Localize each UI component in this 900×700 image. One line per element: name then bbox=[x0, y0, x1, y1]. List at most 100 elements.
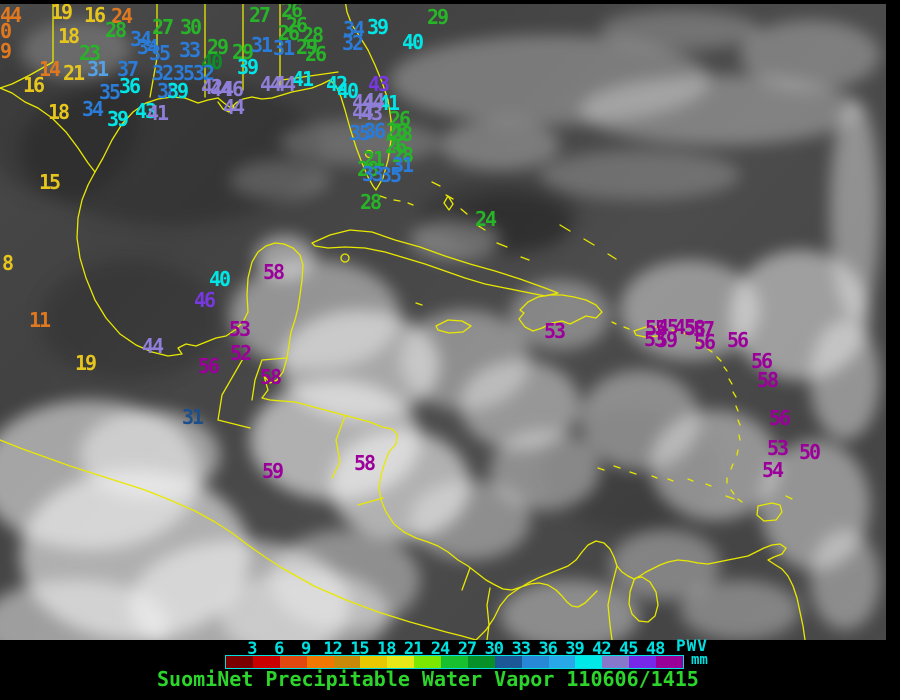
station-pwv-value: 31 bbox=[87, 57, 109, 81]
station-pwv-value: 59 bbox=[656, 328, 678, 352]
station-pwv-value: 43 bbox=[368, 72, 390, 96]
station-pwv-value: 29 bbox=[296, 35, 318, 59]
station-pwv-value: 30 bbox=[180, 15, 202, 39]
bottom-border bbox=[0, 640, 900, 700]
cloud-blob bbox=[730, 250, 870, 380]
station-pwv-value: 56 bbox=[769, 406, 791, 430]
station-pwv-value: 53 bbox=[544, 319, 566, 343]
station-pwv-value: 35 bbox=[99, 80, 121, 104]
station-pwv-value: 40 bbox=[201, 50, 223, 74]
station-pwv-value: 52 bbox=[230, 341, 252, 365]
caption: SuomiNet Precipitable Water Vapor 110606… bbox=[157, 667, 699, 691]
station-pwv-value: 26 bbox=[286, 13, 308, 37]
station-pwv-value: 31 bbox=[273, 36, 295, 60]
colorbar-tick-label: 42 bbox=[592, 639, 612, 659]
station-pwv-value: 44 bbox=[363, 89, 385, 113]
station-pwv-value: 26 bbox=[278, 21, 300, 45]
station-pwv-value: 42 bbox=[326, 72, 348, 96]
station-pwv-value: 40 bbox=[337, 79, 359, 103]
station-pwv-value: 35 bbox=[349, 121, 371, 145]
station-pwv-value: 36 bbox=[364, 119, 386, 143]
cloud-blob bbox=[680, 580, 800, 640]
station-pwv-value: 53 bbox=[767, 436, 789, 460]
station-pwv-value: 31 bbox=[251, 33, 273, 57]
cloud-blob bbox=[490, 430, 600, 510]
station-pwv-value: 31 bbox=[182, 405, 204, 429]
station-pwv-value: 41 bbox=[147, 101, 169, 125]
cloud-blob bbox=[460, 360, 580, 450]
colorbar-segment bbox=[252, 656, 280, 668]
station-pwv-value: 34 bbox=[343, 17, 365, 41]
station-pwv-value: 35 bbox=[149, 41, 171, 65]
station-pwv-value: 45 bbox=[657, 315, 679, 339]
station-pwv-value: 43 bbox=[135, 99, 157, 123]
station-pwv-value: 8 bbox=[2, 251, 14, 275]
station-pwv-value: 54 bbox=[762, 458, 784, 482]
station-pwv-value: 40 bbox=[209, 267, 231, 291]
colorbar bbox=[225, 655, 684, 669]
station-pwv-value: 37 bbox=[117, 57, 139, 81]
station-pwv-value: 50 bbox=[799, 440, 821, 464]
dark-ocean-patch bbox=[540, 410, 720, 530]
station-pwv-value: 43 bbox=[361, 101, 383, 125]
colorbar-segment bbox=[226, 656, 253, 668]
station-pwv-value: 34 bbox=[82, 97, 104, 121]
station-pwv-value: 18 bbox=[58, 24, 80, 48]
station-pwv-value: 34 bbox=[130, 27, 152, 51]
station-pwv-value: 53 bbox=[644, 327, 666, 351]
station-pwv-value: 58 bbox=[260, 365, 282, 389]
right-border bbox=[886, 0, 900, 700]
station-pwv-value: 24 bbox=[111, 4, 133, 28]
station-pwv-value: 26 bbox=[281, 0, 303, 22]
station-pwv-value: 56 bbox=[727, 328, 749, 352]
station-pwv-value: 28 bbox=[105, 18, 127, 42]
legend-unit-sub: mm bbox=[691, 652, 708, 668]
colorbar-segment bbox=[575, 656, 603, 668]
dark-ocean-patch bbox=[20, 75, 320, 225]
station-pwv-value: 16 bbox=[84, 3, 106, 27]
station-pwv-value: 44 bbox=[274, 72, 296, 96]
colorbar-tick-label: 21 bbox=[403, 639, 424, 659]
station-pwv-value: 56 bbox=[694, 330, 716, 354]
station-pwv-value: 36 bbox=[119, 74, 141, 98]
cloud-blob bbox=[390, 35, 710, 125]
cloud-blob bbox=[440, 120, 560, 170]
cloud-blob bbox=[510, 280, 610, 350]
station-pwv-value: 27 bbox=[152, 15, 174, 39]
station-pwv-value: 33 bbox=[179, 38, 201, 62]
station-pwv-value: 26 bbox=[386, 119, 408, 143]
station-pwv-value: 39 bbox=[167, 79, 189, 103]
cloud-blob bbox=[580, 75, 860, 145]
station-pwv-value: 16 bbox=[23, 73, 45, 97]
cloud-blob bbox=[330, 430, 470, 540]
colorbar-segment bbox=[548, 656, 576, 668]
station-pwv-value: 45 bbox=[674, 315, 696, 339]
station-pwv-value: 29 bbox=[207, 35, 229, 59]
station-pwv-value: 44 bbox=[210, 77, 232, 101]
colorbar-tick-label: 30 bbox=[484, 639, 505, 659]
dark-ocean-patch bbox=[40, 260, 220, 380]
station-pwv-value: 55 bbox=[645, 316, 667, 340]
station-pwv-value: 38 bbox=[157, 79, 179, 103]
cloud-blob bbox=[255, 235, 315, 280]
cloud-blob bbox=[500, 580, 640, 650]
station-pwv-value: 26 bbox=[385, 134, 407, 158]
station-pwv-value: 28 bbox=[302, 23, 324, 47]
station-pwv-value: 24 bbox=[475, 207, 497, 231]
cloud-blob bbox=[540, 150, 740, 200]
station-pwv-value: 39 bbox=[237, 55, 259, 79]
cloud-blob bbox=[410, 220, 500, 260]
station-pwv-value: 34 bbox=[137, 35, 159, 59]
station-pwv-value: 15 bbox=[39, 170, 61, 194]
station-pwv-value: 19 bbox=[51, 0, 73, 24]
colorbar-segment bbox=[494, 656, 522, 668]
colorbar-tick-label: 15 bbox=[350, 639, 370, 659]
station-pwv-value: 44 bbox=[142, 334, 164, 358]
colorbar-segment bbox=[387, 656, 415, 668]
station-pwv-value: 58 bbox=[684, 316, 706, 340]
station-pwv-value: 53 bbox=[229, 317, 251, 341]
station-pwv-value: 29 bbox=[427, 5, 449, 29]
dark-ocean-patch bbox=[420, 180, 580, 250]
colorbar-ticks: 3 6 9 12 15 18 21 24 27 30 33 36 39 42 45 48 bbox=[0, 639, 900, 659]
